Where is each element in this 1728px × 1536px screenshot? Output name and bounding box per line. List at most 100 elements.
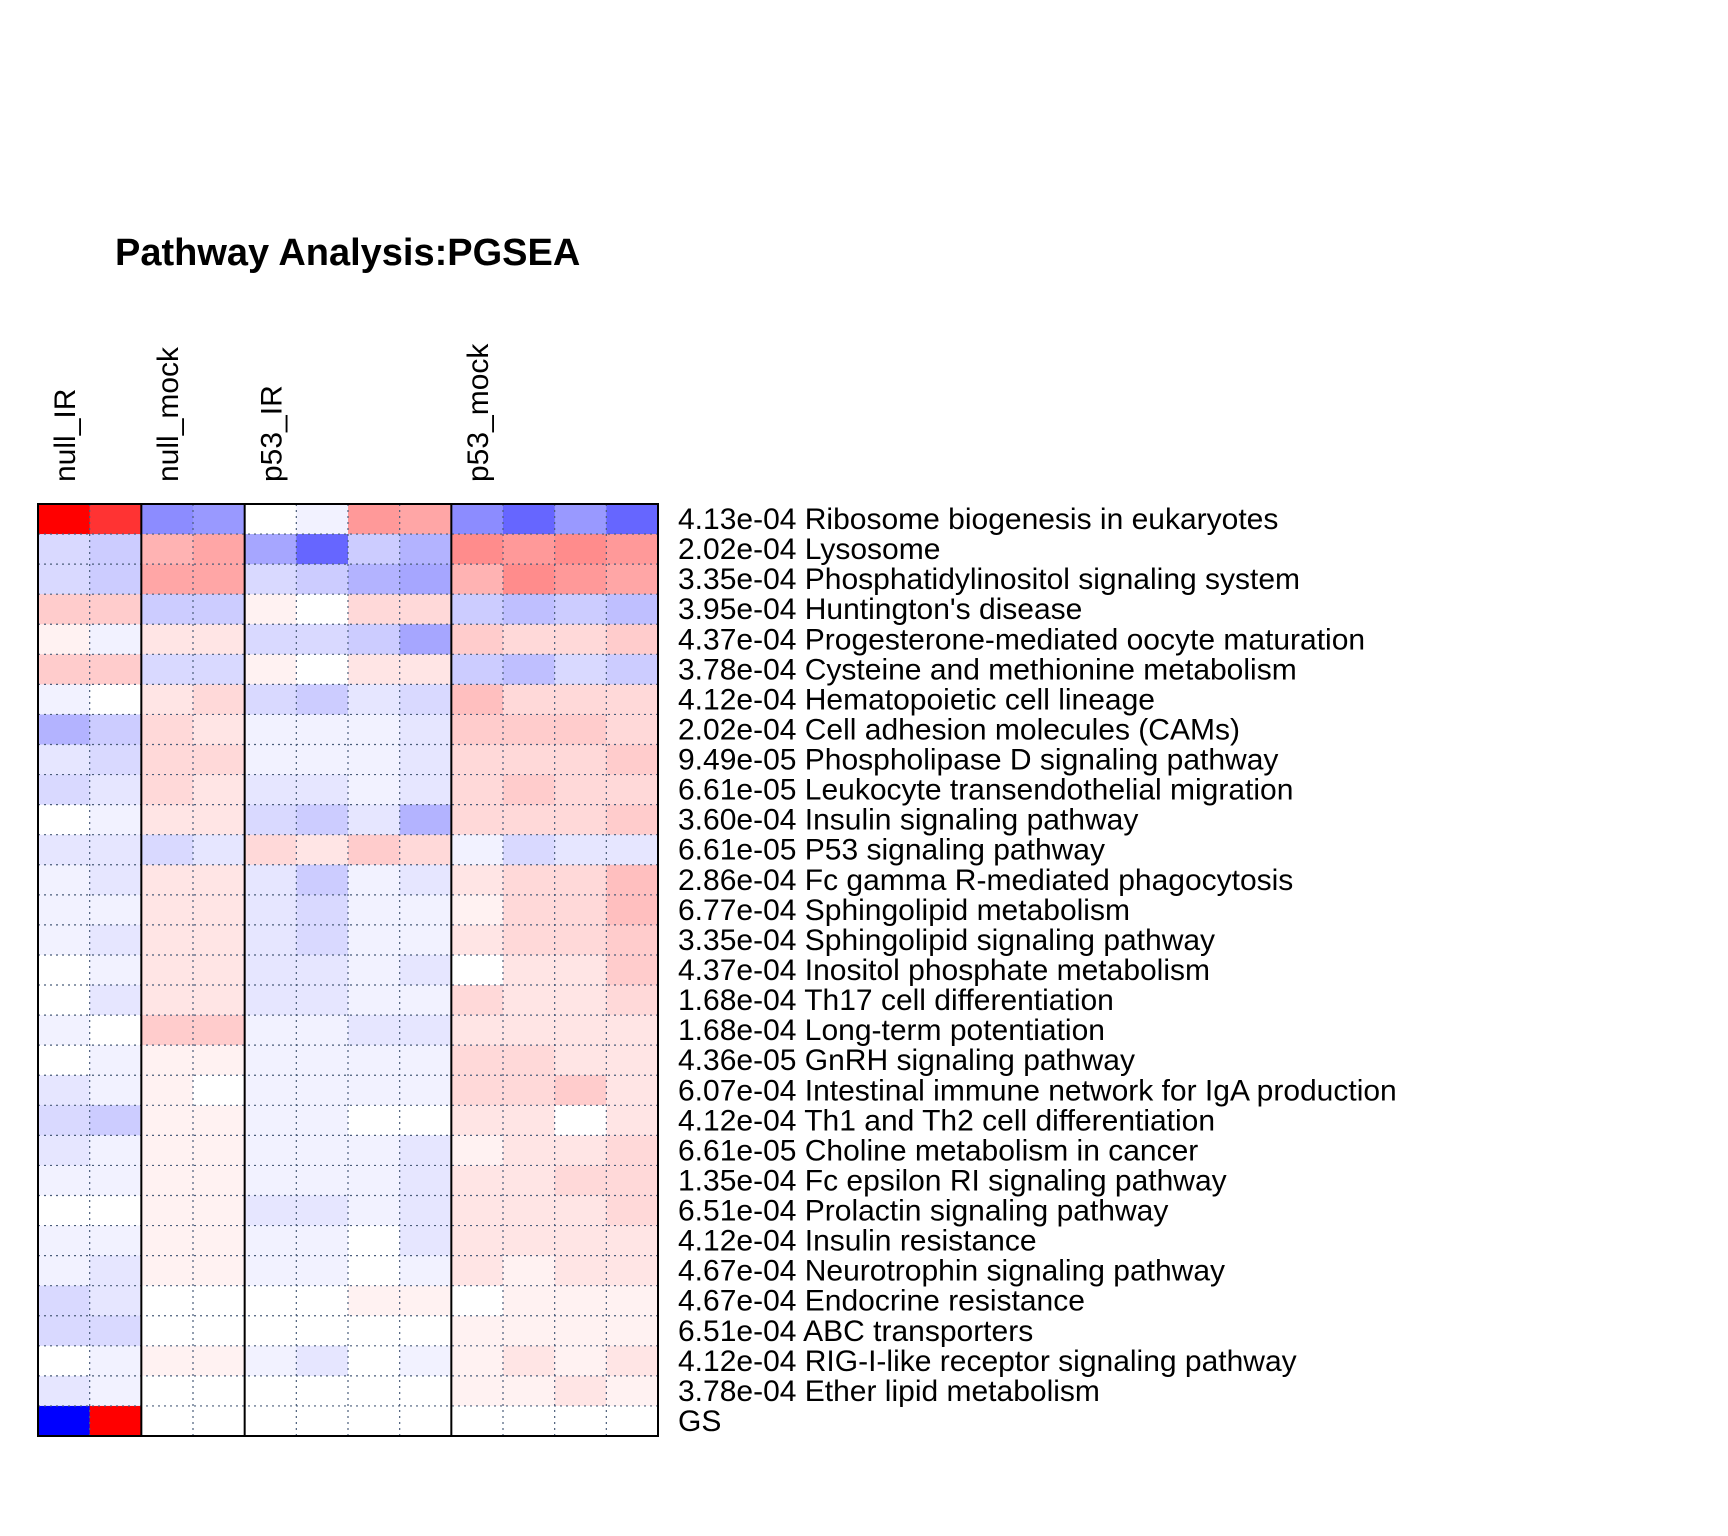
row-labels: 4.13e-04 Ribosome biogenesis in eukaryot… <box>678 503 1397 1438</box>
heatmap-cell <box>89 954 142 986</box>
heatmap-cell <box>348 924 401 956</box>
heatmap-cell <box>296 924 349 956</box>
heatmap-cell <box>296 1315 349 1347</box>
heatmap-cell <box>141 1345 194 1377</box>
heatmap-cell <box>503 744 556 776</box>
heatmap-cell <box>38 985 91 1016</box>
heatmap-cell <box>399 774 452 806</box>
heatmap-cell <box>193 1105 246 1136</box>
heatmap-cell <box>141 534 194 565</box>
heatmap-cell <box>451 1015 504 1046</box>
heatmap-cell <box>244 774 297 806</box>
heatmap-cell <box>503 564 556 595</box>
heatmap-cell <box>244 1285 297 1317</box>
heatmap-cell <box>38 1015 91 1046</box>
heatmap-cell <box>606 534 659 565</box>
heatmap-cell <box>38 1075 91 1106</box>
heatmap-cell <box>296 1075 349 1106</box>
heatmap-cell <box>503 684 556 716</box>
heatmap-cell <box>38 1405 91 1437</box>
heatmap-cell <box>296 564 349 595</box>
heatmap-cell <box>606 894 659 926</box>
heatmap-cell <box>503 1015 556 1046</box>
heatmap-cell <box>193 1195 246 1227</box>
heatmap-cell <box>141 1225 194 1257</box>
heatmap-cell <box>606 1015 659 1046</box>
heatmap-cell <box>503 954 556 986</box>
heatmap-cell <box>193 534 246 565</box>
heatmap-cell <box>296 1045 349 1076</box>
heatmap-cell <box>503 504 556 535</box>
heatmap-cell <box>193 1315 246 1347</box>
heatmap-cell <box>296 804 349 836</box>
heatmap-cell <box>296 1195 349 1227</box>
heatmap-cell <box>503 654 556 685</box>
heatmap-cell <box>399 924 452 956</box>
heatmap-cell <box>399 894 452 926</box>
heatmap-cell <box>244 1045 297 1076</box>
heatmap-cell <box>348 1285 401 1317</box>
row-label: 2.02e-04 Lysosome <box>678 533 940 566</box>
heatmap-cell <box>193 1075 246 1106</box>
heatmap-cell <box>606 864 659 896</box>
heatmap-cell <box>451 1195 504 1227</box>
heatmap-cell <box>89 504 142 535</box>
heatmap-cell <box>193 564 246 595</box>
heatmap-cell <box>193 714 246 746</box>
heatmap-cell <box>296 985 349 1016</box>
heatmap-cell <box>244 684 297 716</box>
heatmap-cell <box>348 654 401 685</box>
heatmap-cell <box>38 804 91 836</box>
row-label: 1.68e-04 Long-term potentiation <box>678 1014 1105 1047</box>
row-label: 4.36e-05 GnRH signaling pathway <box>678 1044 1135 1077</box>
heatmap-cell <box>38 594 91 625</box>
heatmap-cell <box>296 774 349 806</box>
heatmap-cell <box>399 804 452 836</box>
heatmap-cell <box>38 1345 91 1377</box>
heatmap-cell <box>38 684 91 716</box>
heatmap-cell <box>38 774 91 806</box>
heatmap-cell <box>554 714 607 746</box>
heatmap-cell <box>348 774 401 806</box>
heatmap-cell <box>451 1165 504 1197</box>
heatmap-cell <box>554 804 607 836</box>
heatmap-cell <box>451 1105 504 1136</box>
heatmap-cell <box>399 564 452 595</box>
heatmap-cell <box>399 834 452 866</box>
heatmap-cell <box>89 654 142 685</box>
heatmap-cell <box>244 1075 297 1106</box>
heatmap-cell <box>244 594 297 625</box>
heatmap-cell <box>296 1135 349 1167</box>
heatmap-cell <box>554 564 607 595</box>
heatmap-cell <box>89 1375 142 1407</box>
heatmap-cell <box>244 564 297 595</box>
heatmap-cell <box>606 1375 659 1407</box>
heatmap-cell <box>89 1075 142 1106</box>
heatmap-cell <box>348 564 401 595</box>
heatmap-cell <box>554 1195 607 1227</box>
heatmap-cell <box>348 1105 401 1136</box>
row-label: 1.68e-04 Th17 cell differentiation <box>678 984 1114 1017</box>
heatmap-cell <box>348 1135 401 1167</box>
heatmap-cell <box>554 924 607 956</box>
heatmap-cell <box>451 1285 504 1317</box>
heatmap-cell <box>399 594 452 625</box>
column-label: p53_mock <box>462 343 495 482</box>
heatmap-cell <box>503 1195 556 1227</box>
heatmap-cell <box>141 624 194 655</box>
heatmap-cell <box>606 1075 659 1106</box>
heatmap-cell <box>399 864 452 896</box>
heatmap-cell <box>38 1285 91 1317</box>
heatmap-cell <box>451 1225 504 1257</box>
heatmap-cell <box>141 1375 194 1407</box>
heatmap-cell <box>296 534 349 565</box>
heatmap-cell <box>348 1345 401 1377</box>
heatmap-cell <box>554 1045 607 1076</box>
heatmap-cell <box>399 504 452 535</box>
heatmap-cell <box>141 1045 194 1076</box>
heatmap-cell <box>193 684 246 716</box>
chart-title: Pathway Analysis:PGSEA <box>115 232 580 274</box>
heatmap-cell <box>38 1225 91 1257</box>
heatmap-cell <box>244 744 297 776</box>
